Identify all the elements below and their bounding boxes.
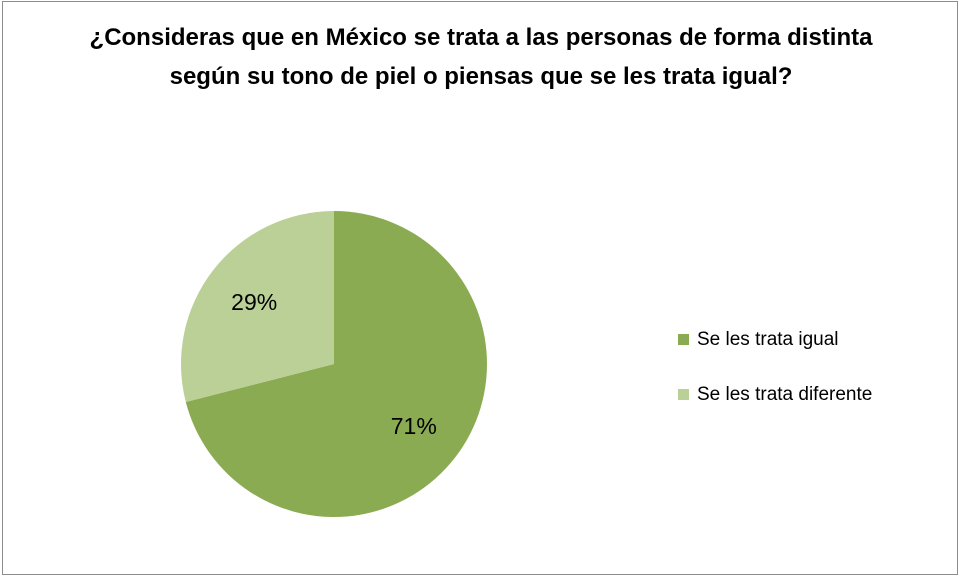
pie-label-0: 71% (391, 413, 437, 439)
legend-item-1: Se les trata diferente (678, 381, 872, 408)
pie-slices (181, 211, 488, 517)
legend-label-1: Se les trata diferente (697, 383, 873, 405)
legend-swatch-0 (678, 334, 689, 345)
legend: Se les trata igual Se les trata diferent… (678, 326, 872, 436)
pie-label-1: 29% (231, 289, 277, 315)
pie-slice-1 (181, 211, 334, 403)
pie-slice-0 (185, 211, 488, 517)
legend-item-0: Se les trata igual (678, 326, 872, 353)
pie-labels: 71% 29% (231, 289, 437, 439)
legend-label-0: Se les trata igual (697, 328, 839, 350)
chart-title: ¿Consideras que en México se trata a las… (89, 24, 873, 90)
legend-swatch-1 (678, 389, 689, 400)
